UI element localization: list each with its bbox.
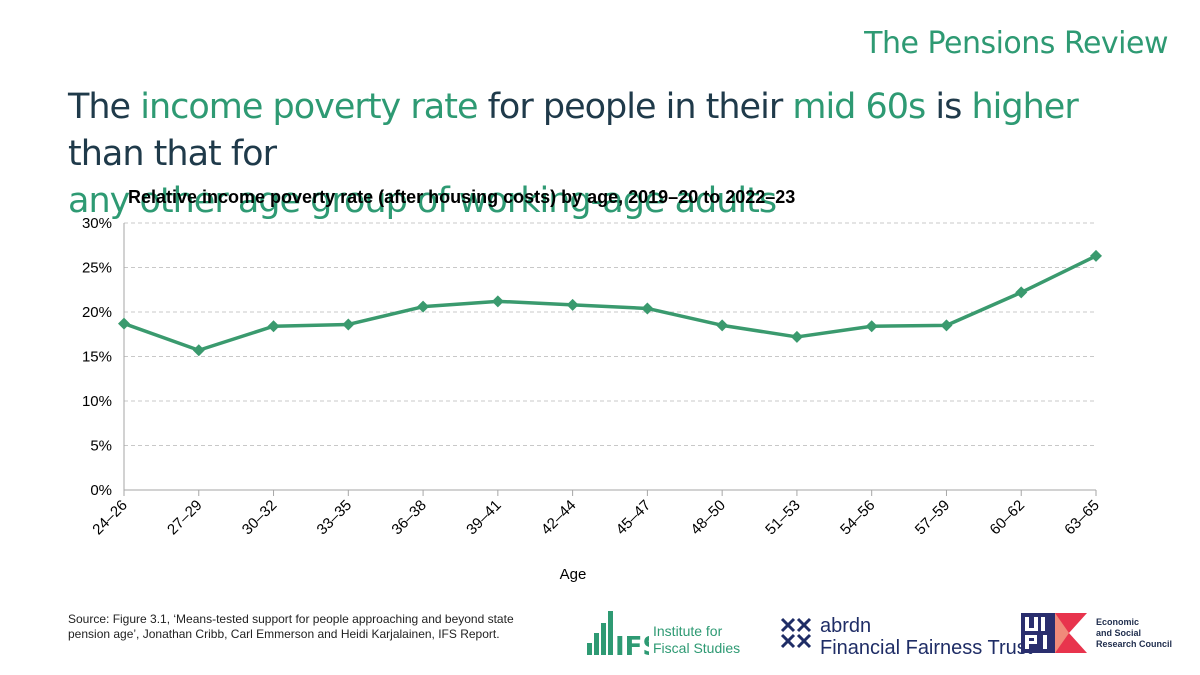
data-point [342,318,355,331]
source-note: Source: Figure 3.1, ‘Means-tested suppor… [68,612,514,641]
headline-part: than that for [68,134,277,174]
chart-title: Relative income poverty rate (after hous… [128,187,796,207]
series-line [123,254,1097,353]
headline-part: is [925,87,972,127]
x-tick-label: 48–50 [687,497,729,539]
brand-title: The Pensions Review [864,26,1168,61]
data-point [865,320,878,333]
headline-highlight: mid 60s [792,87,926,127]
x-tick-label: 57–59 [912,497,954,539]
x-tick-label: 36–38 [388,497,430,539]
headline: The income poverty rate for people in th… [68,84,1148,225]
y-tick-label: 25% [82,260,112,277]
abrdn-line1: abrdn [820,615,872,637]
x-tick-label: 27–29 [164,497,206,539]
abrdn-logo-text: abrdn Financial Fairness Trust [820,615,1032,659]
ukri-line2: and Social [1096,628,1142,638]
headline-highlight: any other age group of working-age adult… [68,181,777,221]
headline-part: for people in their [477,87,793,127]
ifs-line2: Fiscal Studies [653,640,741,656]
data-point [118,317,130,330]
ifs-logo-letters: IFS [615,632,649,657]
data-point [716,319,729,332]
data-point [641,302,654,315]
x-tick-label: 42–44 [538,497,580,539]
ukri-logo: Economic and Social Research Council [1021,613,1172,662]
abrdn-line2: Financial Fairness Trust [820,637,1033,659]
x-tick-label: 24–26 [89,497,131,539]
x-tick-label: 30–32 [239,497,281,539]
ukri-line3: Research Council [1096,639,1173,649]
x-tick-label: 33–35 [314,497,356,539]
x-tick-label: 63–65 [1061,497,1103,539]
abrdn-logo: abrdn Financial Fairness Trust [778,615,1032,659]
data-point [940,319,953,332]
x-tick-label: 51–53 [762,497,804,539]
ifs-logo-mark: IFS [587,611,661,662]
y-tick-label: 10% [82,393,112,410]
abrdn-icon [780,617,812,649]
data-point [267,320,280,333]
x-tick-label: 45–47 [613,497,655,539]
y-tick-label: 15% [82,349,112,366]
ifs-logo-text: Institute for Fiscal Studies [653,623,740,657]
headline-part: The [68,87,141,127]
data-point [1090,249,1102,262]
data-point [566,298,579,311]
y-tick-label: 0% [90,482,112,499]
data-point [192,344,205,357]
x-tick-label: 54–56 [837,497,879,539]
data-point [491,295,504,308]
x-tick-label: 60–62 [987,497,1029,539]
ifs-logo: IFS Institute for Fiscal Studies [585,605,740,662]
x-axis-label: Age [560,566,587,583]
y-tick-label: 5% [90,438,112,455]
data-point [417,300,430,313]
ukri-logo-mark [1021,613,1087,653]
ukri-line1: Economic [1096,617,1140,627]
y-tick-label: 20% [82,304,112,321]
ifs-line1: Institute for [653,623,723,639]
y-tick-label: 30% [82,215,112,232]
data-point [1015,286,1028,299]
x-tick-label: 39–41 [463,497,505,539]
headline-highlight: higher [971,87,1079,127]
ukri-logo-text: Economic and Social Research Council [1096,617,1172,650]
headline-highlight: income poverty rate [140,87,478,127]
line-chart: 0% 5% 10% 15% 20% 25% 30% 24–26 27–29 30–32 33–35 3… [82,215,1103,583]
data-point [790,330,803,343]
